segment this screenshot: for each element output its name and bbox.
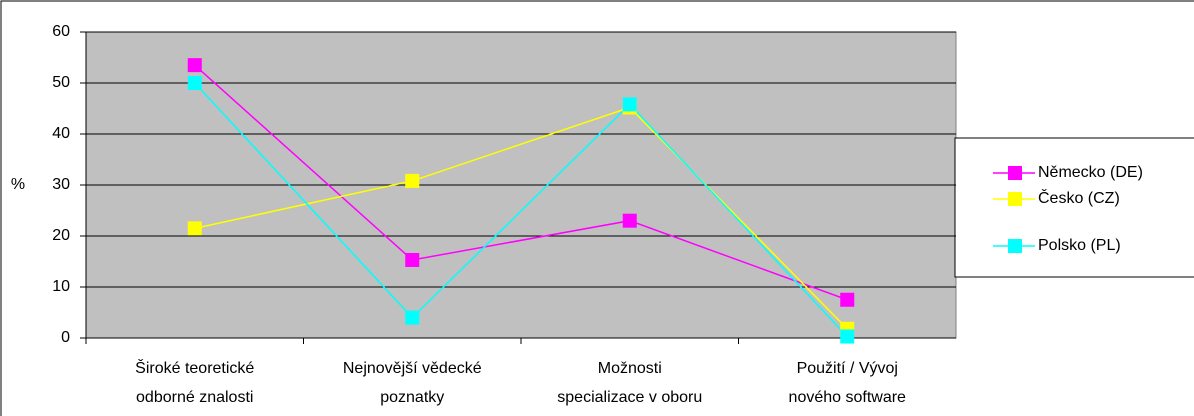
marker [187,221,202,236]
marker [840,329,855,344]
y-axis-label: % [11,176,25,193]
legend-label: Německo (DE) [1038,164,1143,181]
y-tick-label: 60 [52,23,70,40]
marker [840,292,855,307]
marker [622,213,637,228]
marker [405,310,420,325]
x-tick-label: Možnosti [598,360,662,377]
x-tick-label: poznatky [380,389,444,406]
marker [405,252,420,267]
marker [622,97,637,112]
legend-label: Polsko (PL) [1038,237,1121,254]
y-tick-label: 0 [61,329,70,346]
x-tick-label: Použití / Vývoj [797,360,898,377]
y-tick-label: 40 [52,125,70,142]
marker [405,173,420,188]
legend-marker [1008,239,1022,253]
y-tick-label: 50 [52,74,70,91]
y-tick-label: 10 [52,278,70,295]
x-tick-label: Široké teoretické [135,358,254,377]
x-tick-label: specializace v oboru [557,389,702,406]
series-line [194,106,848,330]
legend-label: Česko (CZ) [1038,188,1120,207]
legend-marker [1008,166,1022,180]
marker [187,76,202,90]
series-line [194,64,848,301]
legend-marker [1008,192,1022,206]
x-tick-label: odborné znalosti [136,389,253,406]
y-tick-label: 20 [52,227,70,244]
series-line [194,82,848,337]
x-tick-label: Nejnovější vědecké [343,360,482,377]
y-tick-label: 30 [52,176,70,193]
legend-box [954,137,1194,278]
marker [187,58,202,73]
x-tick-label: nového software [789,389,907,406]
